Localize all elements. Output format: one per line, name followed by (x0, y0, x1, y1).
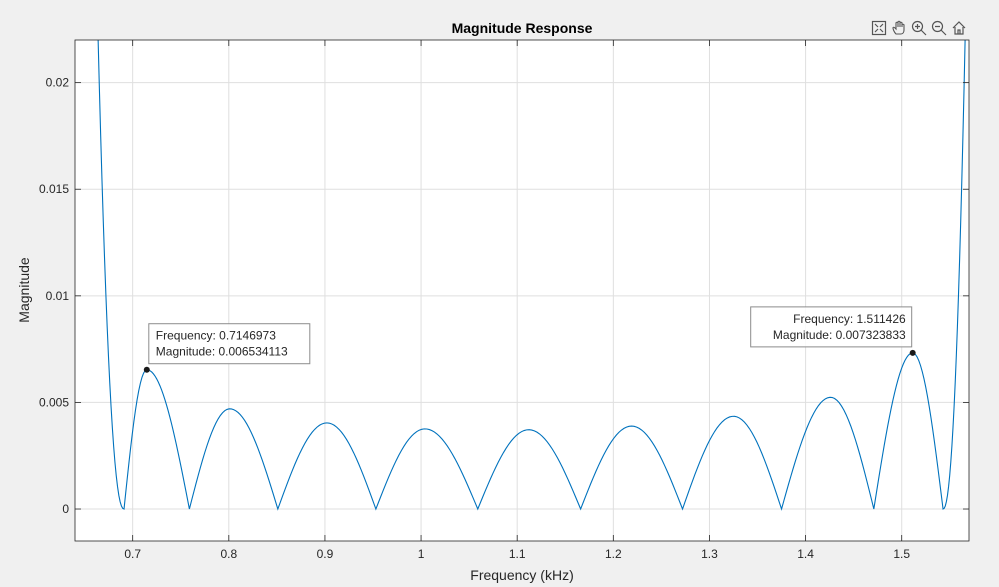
x-tick-label: 1.5 (893, 547, 910, 561)
axes-background (75, 40, 969, 541)
pan-icon[interactable] (890, 19, 908, 37)
datatips: Frequency: 0.7146973 Magnitude: 0.0065341… (143, 306, 916, 373)
y-tick-label: 0.01 (46, 289, 70, 303)
y-tick-label: 0.005 (39, 395, 69, 409)
chart-title: Magnitude Response (452, 20, 593, 36)
x-axis-label: Frequency (kHz) (470, 567, 573, 583)
zoom-in-icon[interactable] (910, 19, 928, 37)
datatip-marker (143, 366, 150, 373)
datatip-marker (909, 349, 916, 356)
y-tick-label: 0.015 (39, 182, 69, 196)
x-tick-label: 1.2 (605, 547, 622, 561)
datatip[interactable]: Frequency: 1.511426 Magnitude: 0.00732383… (750, 306, 916, 356)
y-axis-label: Magnitude (16, 257, 32, 323)
magnitude-curve (97, 40, 966, 511)
datatip-box (148, 323, 311, 365)
x-tick-label: 1.3 (701, 547, 718, 561)
home-icon[interactable] (950, 19, 968, 37)
datatip-magnitude: Magnitude: 0.006534113 (156, 345, 288, 359)
axes-toolbar (870, 18, 968, 38)
zoom-out-icon[interactable] (930, 19, 948, 37)
restore-view-icon[interactable] (870, 19, 888, 37)
x-tick-label: 0.7 (124, 547, 141, 561)
axes-frame (74, 39, 970, 542)
x-tick-label: 1 (418, 547, 425, 561)
axis-ticks: 0.7 0.8 0.9 1 1.1 1.2 1.3 1.4 1.5 0 0.005 0.01 0.015… (39, 40, 969, 561)
x-tick-label: 1.4 (797, 547, 814, 561)
x-tick-label: 1.1 (509, 547, 526, 561)
datatip-box (750, 306, 913, 348)
x-tick-label: 0.8 (220, 547, 237, 561)
grid-lines (75, 40, 969, 541)
datatip[interactable]: Frequency: 0.7146973 Magnitude: 0.0065341… (143, 323, 311, 373)
datatip-frequency: Frequency: 1.511426 (793, 312, 906, 326)
series-line (97, 40, 966, 511)
y-tick-label: 0.02 (46, 76, 70, 90)
datatip-magnitude: Magnitude: 0.007323833 (773, 328, 906, 342)
datatip-frequency: Frequency: 0.7146973 (156, 329, 276, 343)
x-tick-label: 0.9 (317, 547, 334, 561)
y-tick-label: 0 (62, 502, 69, 516)
